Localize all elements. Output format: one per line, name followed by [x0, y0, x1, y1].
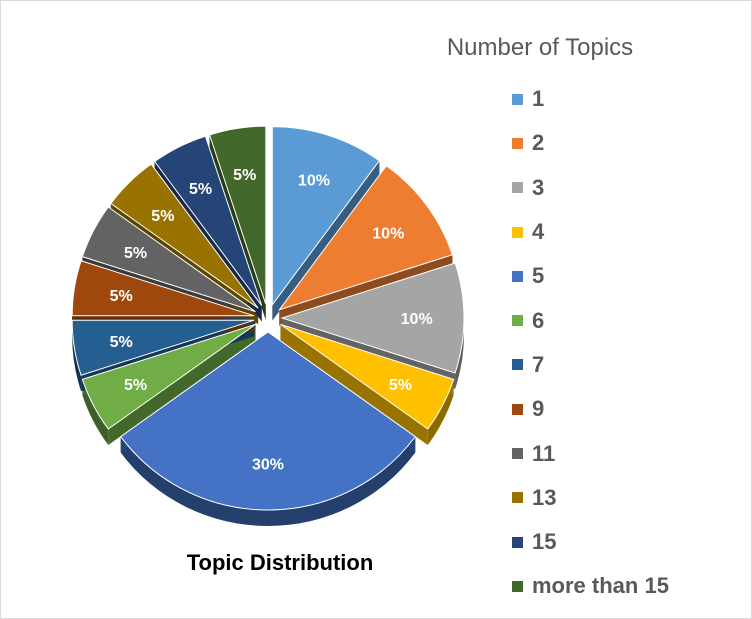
legend-item: 3 — [512, 166, 669, 210]
slice-data-label: 5% — [124, 245, 147, 262]
legend-label: 15 — [532, 529, 557, 555]
pie-slice — [71, 260, 255, 317]
legend-item: more than 15 — [512, 564, 669, 608]
slice-side — [82, 379, 109, 445]
slice-labels: 10% 10% 10% 5% 30% 5% 5% 5% 5% 5% 5% 5% — [110, 167, 433, 474]
legend-swatch — [512, 580, 523, 592]
legend-label: 9 — [532, 396, 545, 422]
legend-swatch — [512, 359, 523, 371]
legend-swatch — [512, 536, 523, 548]
pie-slice — [81, 206, 256, 313]
slice-data-label: 5% — [110, 334, 133, 351]
legend: 1 2 3 4 5 6 7 9 11 13 15 more than 15 — [512, 77, 669, 609]
legend-label: 11 — [532, 440, 556, 466]
slice-side — [72, 320, 82, 392]
chart-title: Topic Distribution — [186, 550, 374, 575]
slice-data-label: 5% — [189, 181, 212, 198]
legend-swatch — [512, 226, 523, 238]
slice-data-label: 5% — [124, 377, 147, 394]
pie-slice — [278, 165, 454, 311]
slice-data-label: 5% — [110, 288, 133, 305]
slice-data-label: 10% — [298, 172, 330, 189]
legend-swatch — [512, 492, 523, 504]
legend-label: 7 — [532, 351, 545, 377]
pie-slice — [110, 163, 259, 309]
legend-item: 5 — [512, 254, 669, 298]
legend-item: 11 — [512, 431, 669, 475]
legend-swatch — [512, 182, 523, 194]
slice-cut-face — [280, 324, 428, 445]
legend-swatch — [512, 403, 523, 415]
slice-data-label: 5% — [389, 377, 412, 394]
legend-item: 13 — [512, 476, 669, 520]
slice-data-label: 30% — [252, 457, 284, 474]
legend-swatch — [512, 93, 523, 105]
legend-item: 15 — [512, 520, 669, 564]
slice-cut-face — [209, 134, 266, 321]
legend-label: more than 15 — [532, 573, 669, 599]
slice-data-label: 5% — [151, 208, 174, 225]
legend-title: Number of Topics — [446, 34, 634, 61]
pie-slice — [71, 319, 255, 376]
legend-item: 7 — [512, 343, 669, 387]
slice-cut-face — [272, 160, 380, 321]
legend-item: 2 — [512, 121, 669, 165]
legend-item: 6 — [512, 298, 669, 342]
legend-item: 4 — [512, 210, 669, 254]
legend-label: 2 — [532, 130, 545, 156]
legend-label: 6 — [532, 307, 545, 333]
pie-slice — [208, 125, 267, 305]
slice-data-label: 10% — [372, 225, 404, 242]
legend-item: 1 — [512, 77, 669, 121]
legend-label: 5 — [532, 263, 545, 289]
slice-tops — [71, 125, 465, 511]
slice-side — [427, 379, 454, 445]
legend-swatch — [512, 448, 523, 460]
pie-slice — [280, 262, 465, 374]
slice-data-label: 10% — [401, 311, 433, 328]
pie-slice — [81, 323, 256, 430]
slice-cut-face — [108, 324, 256, 445]
slice-side — [120, 436, 416, 526]
legend-swatch — [512, 315, 523, 327]
legend-label: 3 — [532, 174, 545, 200]
slice-data-label: 5% — [233, 167, 256, 184]
pie-slice — [271, 126, 381, 307]
pie-slice — [280, 323, 455, 430]
legend-label: 13 — [532, 484, 557, 510]
legend-item: 9 — [512, 387, 669, 431]
pie-slice — [153, 135, 263, 306]
legend-swatch — [512, 270, 523, 282]
legend-label: 4 — [532, 219, 545, 245]
pie-slice — [120, 331, 416, 511]
legend-swatch — [512, 137, 523, 149]
legend-label: 1 — [532, 86, 545, 112]
